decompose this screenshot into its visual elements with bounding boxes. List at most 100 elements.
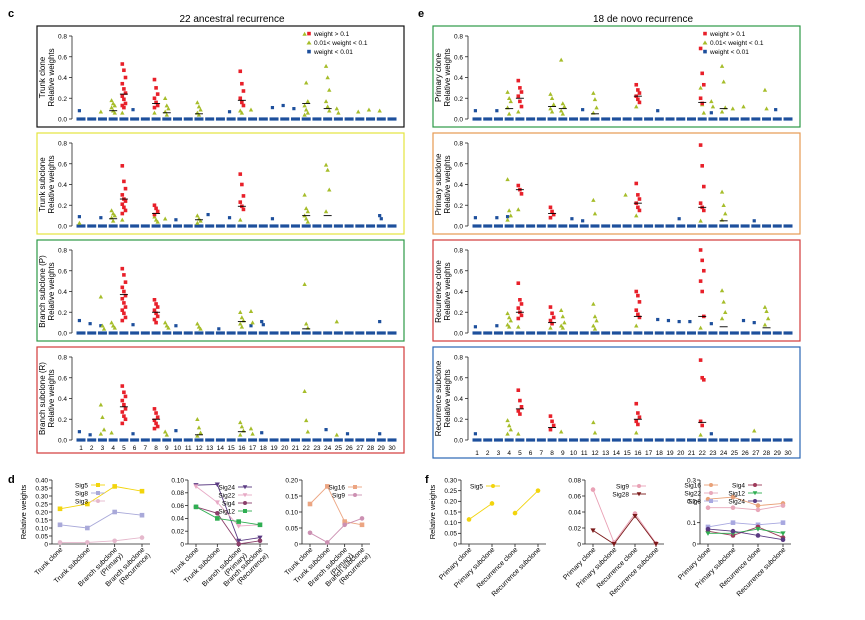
low-weight-point — [174, 324, 178, 328]
high-weight-point — [155, 305, 160, 309]
y-tick-label: 0.25 — [35, 501, 48, 508]
series-line — [514, 490, 539, 514]
mid-weight-point — [248, 107, 254, 112]
y-tick-label: 0.8 — [454, 355, 463, 362]
mid-weight-point — [710, 104, 716, 109]
zero-dot-cluster — [194, 224, 204, 228]
mid-weight-point — [238, 432, 243, 437]
y-tick-label: 0.05 — [444, 531, 457, 538]
panel-letter-f: f — [425, 474, 429, 486]
zero-dot-cluster — [483, 438, 493, 442]
zero-dot-cluster — [173, 117, 183, 121]
series-point — [590, 528, 596, 533]
zero-dot-cluster — [237, 117, 247, 121]
y-tick-label: 0.4 — [58, 289, 67, 296]
legend-label: weight < 0.01 — [313, 49, 353, 56]
y-axis-label-line: Branch subclone (P) — [38, 255, 47, 328]
zero-dot-cluster — [162, 224, 172, 228]
high-weight-point — [120, 164, 125, 168]
zero-dot-cluster — [526, 117, 536, 121]
high-weight-point — [120, 103, 125, 108]
low-weight-point — [249, 324, 253, 328]
high-weight-point — [123, 208, 128, 213]
high-weight-point — [238, 172, 243, 176]
zero-dot-cluster — [772, 331, 782, 335]
series-point — [489, 501, 495, 506]
mid-weight-point — [592, 314, 598, 319]
zero-dot-cluster — [269, 117, 279, 121]
zero-dot-cluster — [215, 331, 225, 335]
zero-dot-cluster — [269, 331, 279, 335]
zero-dot-cluster — [633, 438, 643, 442]
y-tick-label: 0.02 — [171, 529, 184, 536]
mid-weight-point — [634, 213, 639, 218]
zero-dot-cluster — [601, 224, 611, 228]
y-tick-label: 0.08 — [568, 477, 581, 484]
zero-dot-cluster — [729, 224, 739, 228]
mid-weight-point — [248, 309, 254, 314]
mid-weight-point — [762, 87, 768, 92]
mid-weight-point — [164, 103, 169, 108]
y-tick-label: 0.2 — [58, 310, 67, 317]
legend-marker — [242, 493, 248, 498]
y-tick-label: 0.4 — [454, 182, 463, 189]
x-tick-label: 17 — [645, 450, 653, 457]
high-weight-point — [123, 91, 128, 95]
high-weight-point — [636, 422, 640, 427]
high-weight-point — [636, 88, 640, 92]
high-weight-point — [120, 266, 125, 271]
high-weight-point — [152, 308, 157, 312]
y-axis-label: Trunk clone Relative weights — [38, 48, 56, 106]
high-weight-point — [122, 402, 126, 407]
zero-dot-cluster — [590, 438, 600, 442]
mid-weight-point — [709, 99, 714, 104]
high-weight-point — [154, 302, 158, 306]
high-weight-point — [123, 101, 128, 106]
low-weight-point — [709, 111, 713, 115]
low-weight-point — [378, 432, 382, 436]
legend-marker — [307, 31, 311, 36]
low-weight-point — [709, 432, 713, 436]
high-weight-point — [120, 308, 125, 312]
low-weight-point — [131, 432, 135, 436]
series-point — [730, 505, 736, 511]
x-tick-label: 8 — [550, 450, 554, 457]
zero-dot-cluster — [633, 224, 643, 228]
y-tick-label: 0.3 — [687, 477, 696, 484]
y-tick-label: 0.6 — [58, 54, 67, 61]
high-weight-point — [240, 81, 244, 86]
low-weight-point — [505, 215, 510, 219]
y-tick-label: 0.2 — [58, 203, 67, 210]
zero-dot-cluster — [269, 438, 279, 442]
title-c: 22 ancestral recurrence — [179, 14, 284, 25]
high-weight-point — [637, 91, 642, 95]
legend-label: weight < 0.01 — [709, 49, 749, 56]
zero-dot-cluster — [504, 117, 514, 121]
high-weight-point — [120, 94, 125, 98]
series-point — [85, 540, 90, 545]
series-point — [653, 542, 659, 547]
x-tick-label: Primary subclone — [453, 546, 496, 589]
mid-weight-point — [592, 326, 598, 331]
mid-weight-point — [508, 99, 513, 104]
mid-weight-point — [765, 316, 771, 321]
low-weight-point — [77, 430, 81, 434]
mid-weight-point — [506, 324, 512, 329]
mid-weight-point — [120, 110, 125, 115]
x-tick-label: 16 — [634, 450, 642, 457]
y-axis-label-line: Recurrence clone — [434, 260, 443, 323]
high-weight-point — [123, 417, 128, 422]
series-point — [730, 494, 736, 500]
zero-dot-cluster — [301, 438, 311, 442]
y-tick-label: 0 — [294, 541, 298, 548]
high-weight-point — [122, 205, 126, 210]
low-weight-point — [677, 319, 681, 324]
mid-weight-point — [634, 104, 639, 109]
x-tick-label: Branch subclone(Primary) — [307, 546, 354, 588]
y-tick-label: 0.1 — [687, 520, 696, 527]
zero-dot-cluster — [366, 224, 376, 228]
series-point — [236, 519, 241, 524]
series-point — [193, 504, 199, 510]
